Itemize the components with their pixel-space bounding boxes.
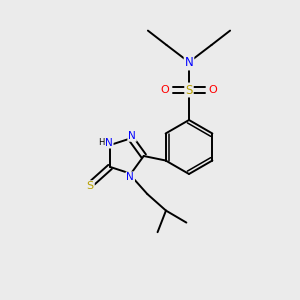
Text: N: N	[105, 138, 113, 148]
Text: N: N	[128, 131, 136, 141]
Text: S: S	[87, 181, 94, 191]
Text: O: O	[160, 85, 169, 95]
Text: H: H	[98, 138, 105, 147]
Text: N: N	[184, 56, 194, 70]
Text: S: S	[185, 83, 193, 97]
Text: O: O	[208, 85, 217, 95]
Text: N: N	[126, 172, 134, 182]
